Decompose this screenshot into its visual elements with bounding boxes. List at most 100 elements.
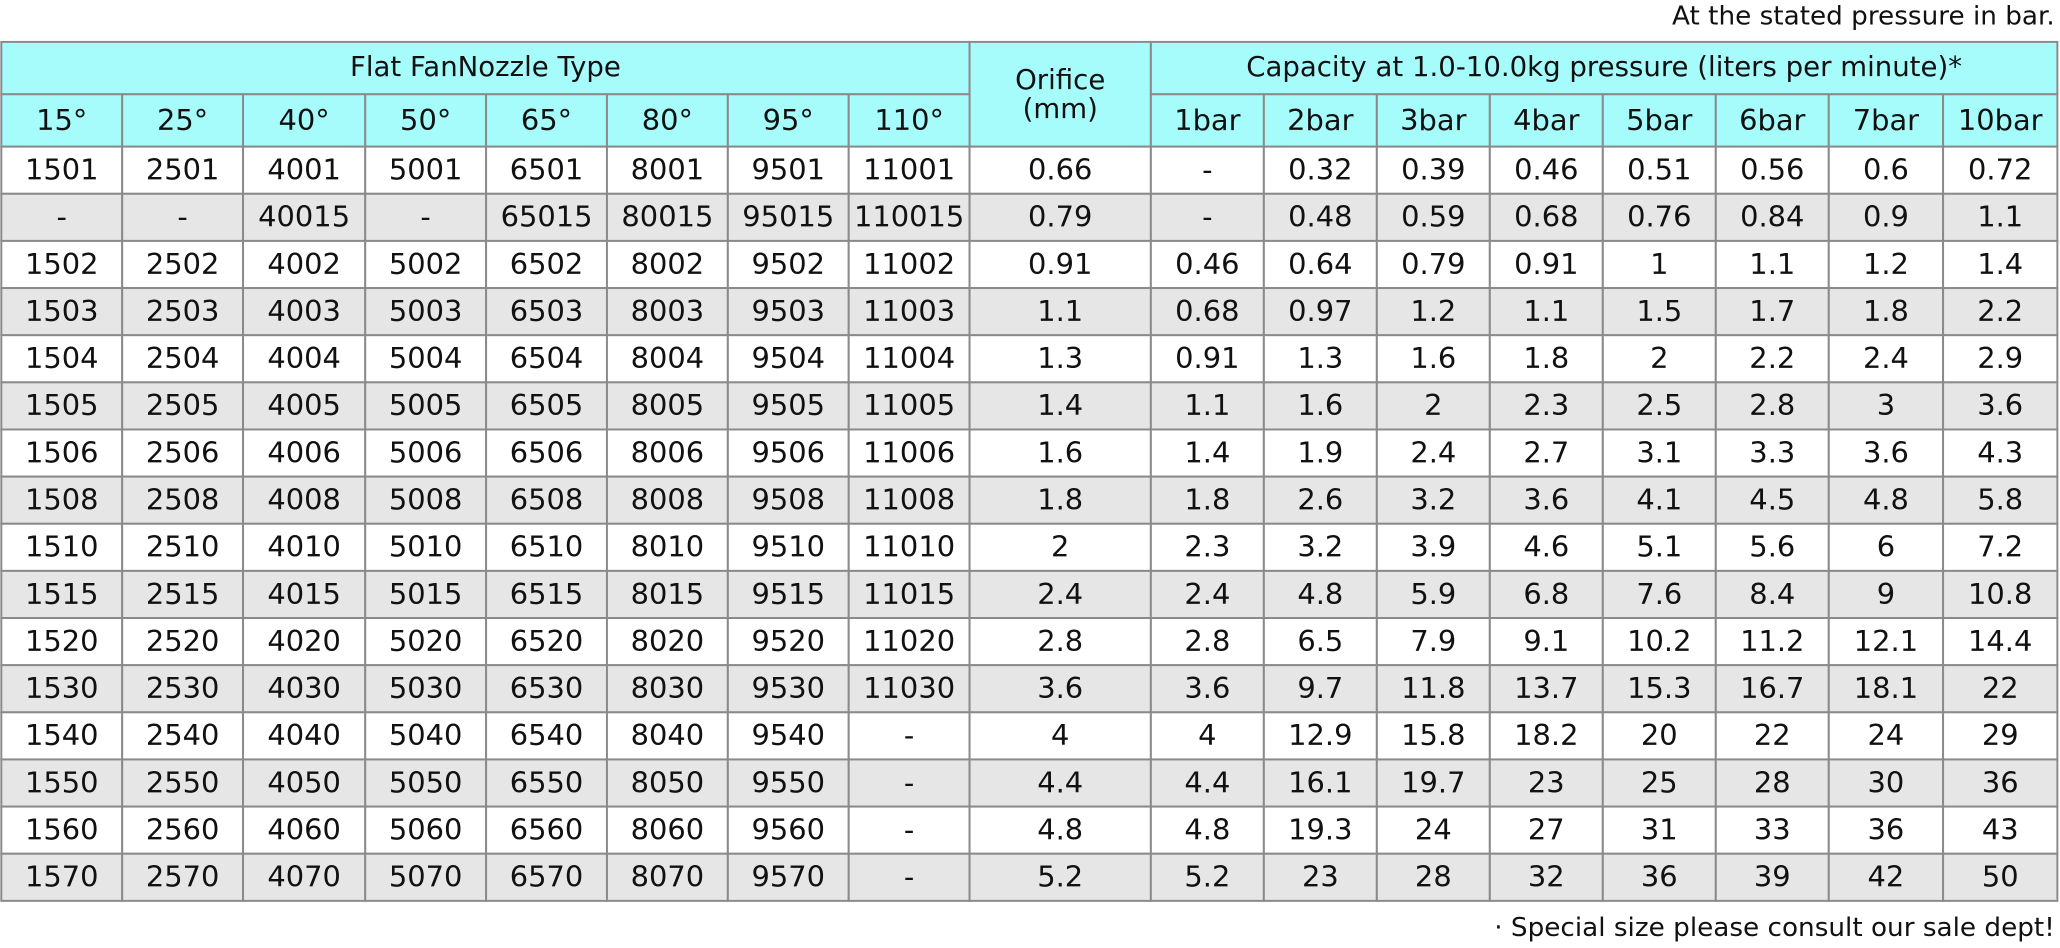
table-cell (0, 334, 124, 384)
table-cell (605, 381, 729, 431)
cell-text: 15.3 (1627, 671, 1691, 705)
cell-text: 5.9 (1410, 577, 1456, 611)
header-cell (485, 93, 608, 148)
table-cell (1714, 239, 1830, 290)
table-cell (605, 192, 729, 242)
cell-text: 5005 (389, 388, 463, 422)
cell-text: 11003 (863, 294, 955, 328)
cell-text: 7.9 (1410, 624, 1456, 658)
cell-text: - (904, 765, 914, 799)
cell-text: - (1202, 153, 1212, 187)
table-cell (726, 475, 850, 525)
pressure-label: 2bar (1287, 103, 1353, 137)
table-cell (1942, 287, 2059, 337)
table-cell (0, 192, 124, 242)
table-cell (1827, 381, 1945, 431)
cell-text: 4.5 (1749, 483, 1795, 517)
cell-text: 8060 (631, 812, 705, 846)
table-cell (485, 522, 608, 572)
cell-text: 5.2 (1037, 860, 1083, 894)
cell-text: 4030 (267, 671, 341, 705)
table-cell (121, 428, 245, 478)
cell-text: 15.8 (1401, 718, 1465, 752)
cell-text: 31 (1641, 812, 1678, 846)
table-cell (968, 334, 1152, 384)
table-cell (1601, 711, 1717, 761)
table-cell (726, 287, 850, 337)
table-cell (847, 852, 971, 902)
cell-text: 6503 (510, 294, 584, 328)
table-cell (1149, 475, 1265, 525)
cell-text: 0.48 (1288, 200, 1352, 234)
cell-text: 11030 (863, 671, 955, 705)
cell-text: 0.39 (1401, 153, 1465, 187)
table-cell (485, 617, 608, 667)
cell-text: 4040 (267, 718, 341, 752)
cell-text: 1570 (25, 860, 99, 894)
cell-text: 3.6 (1037, 671, 1083, 705)
cell-text: 0.32 (1288, 153, 1352, 187)
header-cell (1375, 93, 1491, 148)
table-cell (485, 711, 608, 761)
cell-text: 10.8 (1968, 577, 2032, 611)
cell-text: 2560 (146, 812, 220, 846)
cell-text: 6.8 (1523, 577, 1569, 611)
cell-text: 5.6 (1749, 530, 1795, 564)
cell-text: 3.6 (1977, 388, 2023, 422)
cell-text: 11020 (863, 624, 955, 658)
table-cell (968, 805, 1152, 855)
cell-text: 2501 (146, 153, 220, 187)
table-cell (0, 569, 124, 620)
table-cell (0, 475, 124, 525)
cell-text: 14.4 (1968, 624, 2032, 658)
cell-text: 2.2 (1977, 294, 2023, 328)
table-cell (1942, 145, 2059, 195)
table-cell (364, 381, 488, 431)
table-cell (605, 428, 729, 478)
cell-text: 1.3 (1037, 341, 1083, 375)
cell-text: 5002 (389, 247, 463, 281)
cell-text: 9501 (752, 153, 826, 187)
table-cell (605, 758, 729, 808)
cell-text: 22 (1754, 718, 1791, 752)
cell-text: 2508 (146, 483, 220, 517)
cell-text: 2510 (146, 530, 220, 564)
cell-text: 4.8 (1037, 812, 1083, 846)
cell-text: 1.4 (1037, 388, 1083, 422)
cell-text: 2 (1051, 530, 1069, 564)
cell-text: 4008 (267, 483, 341, 517)
cell-text: 5050 (389, 765, 463, 799)
table-cell (1262, 381, 1378, 431)
cell-text: 1550 (25, 765, 99, 799)
cell-text: 4001 (267, 153, 341, 187)
table-cell (1262, 192, 1378, 242)
cell-text: 0.84 (1740, 200, 1804, 234)
table-cell (1262, 428, 1378, 478)
cell-text: 6505 (510, 388, 584, 422)
header-cell (726, 93, 850, 148)
cell-text: 1.3 (1297, 341, 1343, 375)
cell-text: 7.2 (1977, 530, 2023, 564)
cell-text: 9570 (752, 860, 826, 894)
cell-text: 2.8 (1037, 624, 1083, 658)
cell-text: 2.8 (1184, 624, 1230, 658)
table-cell (605, 239, 729, 290)
table-cell (0, 805, 124, 855)
cell-text: - (420, 200, 430, 234)
cell-text: 2.3 (1523, 388, 1569, 422)
cell-text: 4004 (267, 341, 341, 375)
header-cell (1714, 93, 1830, 148)
cell-text: 18.1 (1854, 671, 1918, 705)
cell-text: 11004 (863, 341, 955, 375)
cell-text: 65015 (501, 200, 593, 234)
cell-text: 40015 (258, 200, 350, 234)
cell-text: 9530 (752, 671, 826, 705)
cell-text: 16.1 (1288, 765, 1352, 799)
table-cell (1488, 711, 1604, 761)
cell-text: 1.2 (1863, 247, 1909, 281)
table-cell (968, 758, 1152, 808)
cell-text: 0.66 (1028, 153, 1092, 187)
table-cell (605, 617, 729, 667)
cell-text: 11008 (863, 483, 955, 517)
top-note: At the stated pressure in bar. (1672, 2, 2055, 32)
